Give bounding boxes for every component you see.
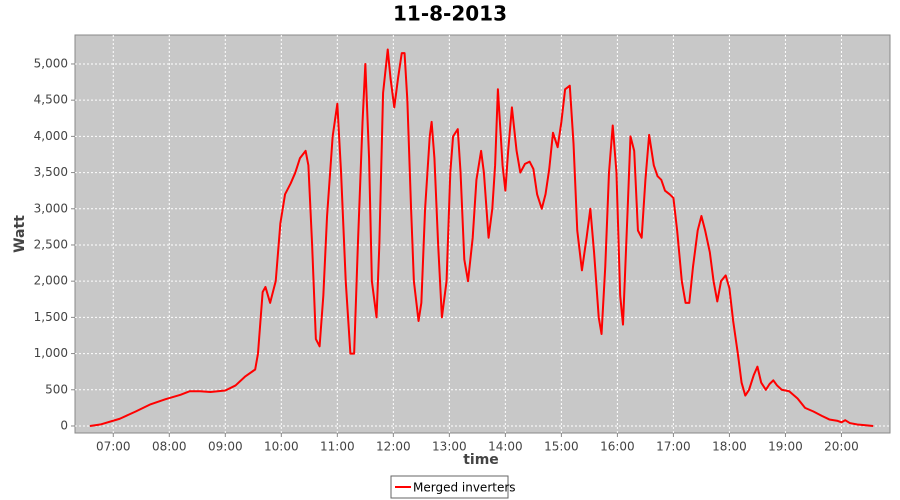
x-tick-label: 17:00 bbox=[656, 440, 691, 454]
y-tick-label: 4,500 bbox=[34, 93, 68, 107]
y-tick-label: 2,500 bbox=[34, 237, 68, 251]
y-tick-label: 0 bbox=[60, 418, 68, 432]
x-tick-label: 16:00 bbox=[600, 440, 635, 454]
y-tick-label: 3,500 bbox=[34, 165, 68, 179]
y-tick-label: 1,000 bbox=[34, 346, 68, 360]
legend: Merged inverters bbox=[390, 475, 516, 499]
x-axis-label: time bbox=[463, 452, 499, 468]
y-tick-label: 1,500 bbox=[34, 310, 68, 324]
x-tick-label: 15:00 bbox=[544, 440, 579, 454]
chart-title: 11-8-2013 bbox=[393, 2, 507, 26]
data-line bbox=[89, 48, 874, 427]
legend-box bbox=[390, 475, 509, 499]
plot-area bbox=[74, 34, 891, 434]
y-tick-label: 4,000 bbox=[34, 129, 68, 143]
x-tick-label: 13:00 bbox=[432, 440, 467, 454]
x-tick-label: 07:00 bbox=[96, 440, 131, 454]
x-tick-label: 12:00 bbox=[376, 440, 411, 454]
x-tick-label: 14:00 bbox=[488, 440, 523, 454]
y-tick-label: 5,000 bbox=[34, 56, 68, 70]
x-tick-label: 19:00 bbox=[768, 440, 803, 454]
legend-label: Merged inverters bbox=[413, 481, 516, 495]
x-tick-label: 09:00 bbox=[208, 440, 243, 454]
x-tick-label: 18:00 bbox=[712, 440, 747, 454]
y-tick-label: 500 bbox=[45, 382, 68, 396]
y-tick-label: 2,000 bbox=[34, 274, 68, 288]
y-axis-label: Watt bbox=[12, 215, 28, 253]
x-tick-label: 11:00 bbox=[320, 440, 355, 454]
x-tick-label: 20:00 bbox=[824, 440, 859, 454]
x-tick-label: 08:00 bbox=[152, 440, 187, 454]
y-tick-label: 3,000 bbox=[34, 201, 68, 215]
x-tick-label: 10:00 bbox=[264, 440, 299, 454]
